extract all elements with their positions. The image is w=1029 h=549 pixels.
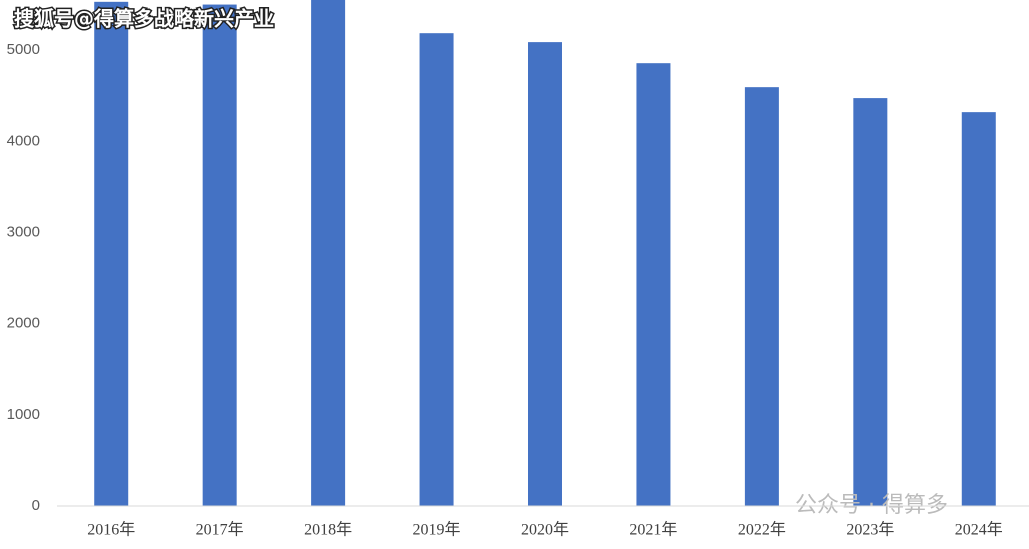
x-tick-label: 2021年 (629, 521, 677, 539)
bar (636, 63, 671, 507)
x-tick-label: 2023年 (846, 521, 894, 539)
y-tick-label: 0 (32, 497, 40, 514)
bar (202, 4, 237, 506)
y-tick-label: 1000 (7, 406, 40, 423)
bar (961, 112, 996, 507)
bar (94, 1, 129, 506)
x-tick-label: 2016年 (87, 521, 135, 539)
bar (853, 98, 888, 506)
y-tick-label: 5000 (7, 41, 40, 58)
x-tick-label: 2018年 (304, 521, 352, 539)
bar (419, 33, 454, 506)
x-tick-label: 2017年 (196, 521, 244, 539)
y-tick-label: 2000 (7, 315, 40, 332)
x-tick-label: 2020年 (521, 521, 569, 539)
bar (311, 0, 346, 507)
bar (744, 87, 779, 506)
y-tick-label: 3000 (7, 223, 40, 240)
bar (528, 42, 562, 506)
y-tick-label: 4000 (7, 132, 40, 149)
x-tick-label: 2024年 (955, 521, 1003, 539)
x-tick-label: 2019年 (413, 521, 461, 539)
watermark: 搜狐号@得算多战略新兴产业 (14, 7, 274, 31)
x-tick-label: 2022年 (738, 521, 786, 539)
